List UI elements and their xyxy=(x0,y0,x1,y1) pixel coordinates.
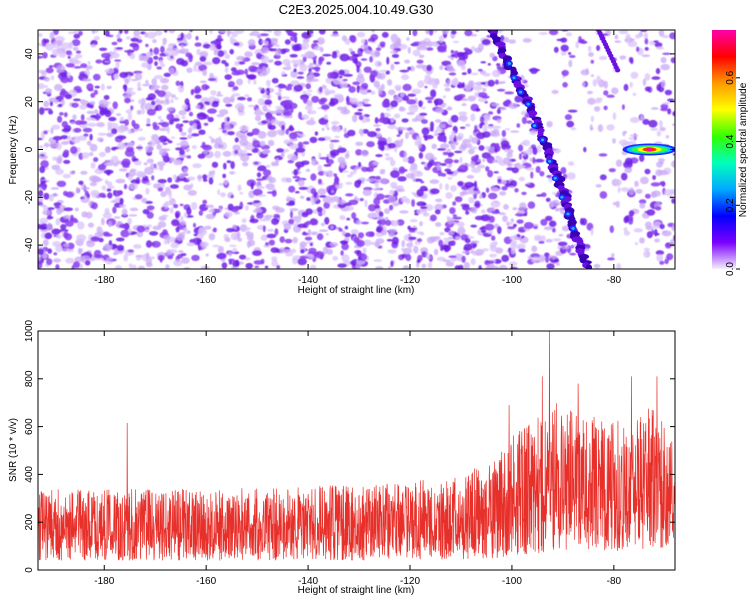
y-tick-label: 600 xyxy=(24,418,35,435)
y-tick-label: 0 xyxy=(24,567,35,573)
y-tick-label: -20 xyxy=(24,190,35,205)
colorbar-tick-label: 0.6 xyxy=(725,70,736,84)
spectrogram-noise xyxy=(38,30,675,269)
colorbar-tick-label: 0.4 xyxy=(725,134,736,148)
chart-title: C2E3.2025.004.10.49.G30 xyxy=(279,2,434,17)
x-tick-label: -100 xyxy=(502,275,522,286)
snr-panel: -180 -160 -140 -120 -100 -80 0 200 400 600 800 100… xyxy=(8,319,676,596)
snr-y-axis-label: SNR (10 * v/v) xyxy=(8,418,19,482)
snr-frame xyxy=(37,330,676,571)
spectrogram-panel: -180 -160 -140 -120 -100 -80 -40 -20 0 20 40 Heig… xyxy=(8,29,676,296)
snr-series-line xyxy=(38,331,675,561)
x-tick-label: -80 xyxy=(607,275,622,286)
snr-y-ticks: 0 200 400 600 800 1000 xyxy=(24,319,675,573)
x-tick-label: -160 xyxy=(196,275,216,286)
colorbar-ticks: 0.0 0.2 0.4 0.6 xyxy=(725,70,740,276)
colorbar-label: Normalized spectral amplitude xyxy=(738,82,749,217)
colorbar: 0.0 0.2 0.4 0.6 Normalized spectral amplitu… xyxy=(712,30,749,276)
y-tick-label: 400 xyxy=(24,466,35,483)
colorbar-gradient xyxy=(712,30,736,269)
spectrogram-track xyxy=(487,30,593,269)
spectrogram-x-axis-label: Height of straight line (km) xyxy=(298,285,415,296)
x-tick-label: -140 xyxy=(298,275,318,286)
x-tick-label: -80 xyxy=(607,576,622,587)
spectrogram-peak-blob xyxy=(622,143,675,156)
y-tick-label: -40 xyxy=(24,237,35,252)
x-tick-label: -100 xyxy=(502,576,522,587)
x-tick-label: -160 xyxy=(196,576,216,587)
y-tick-label: 0 xyxy=(24,146,35,152)
y-tick-label: 800 xyxy=(24,370,35,387)
y-tick-label: 200 xyxy=(24,513,35,530)
x-tick-label: -120 xyxy=(400,576,420,587)
spectrogram-plot-area xyxy=(38,30,675,269)
spectrogram-y-axis-label: Frequency (Hz) xyxy=(8,116,19,185)
spectrogram-faint-track xyxy=(596,30,621,73)
y-tick-label: 20 xyxy=(24,96,35,108)
colorbar-tick-label: 0.0 xyxy=(725,262,736,276)
y-tick-label: 40 xyxy=(24,48,35,60)
snr-x-axis-label: Height of straight line (km) xyxy=(298,585,415,596)
snr-x-ticks: -180 -160 -140 -120 -100 -80 xyxy=(94,331,622,587)
colorbar-tick-label: 0.2 xyxy=(725,198,736,212)
spectrogram-y-ticks: -40 -20 0 20 40 xyxy=(24,48,675,252)
spectrogram-x-ticks: -180 -160 -140 -120 -100 -80 xyxy=(94,30,622,286)
x-tick-label: -180 xyxy=(94,576,114,587)
x-tick-label: -140 xyxy=(298,576,318,587)
y-tick-label: 1000 xyxy=(24,319,35,342)
x-tick-label: -180 xyxy=(94,275,114,286)
x-tick-label: -120 xyxy=(400,275,420,286)
